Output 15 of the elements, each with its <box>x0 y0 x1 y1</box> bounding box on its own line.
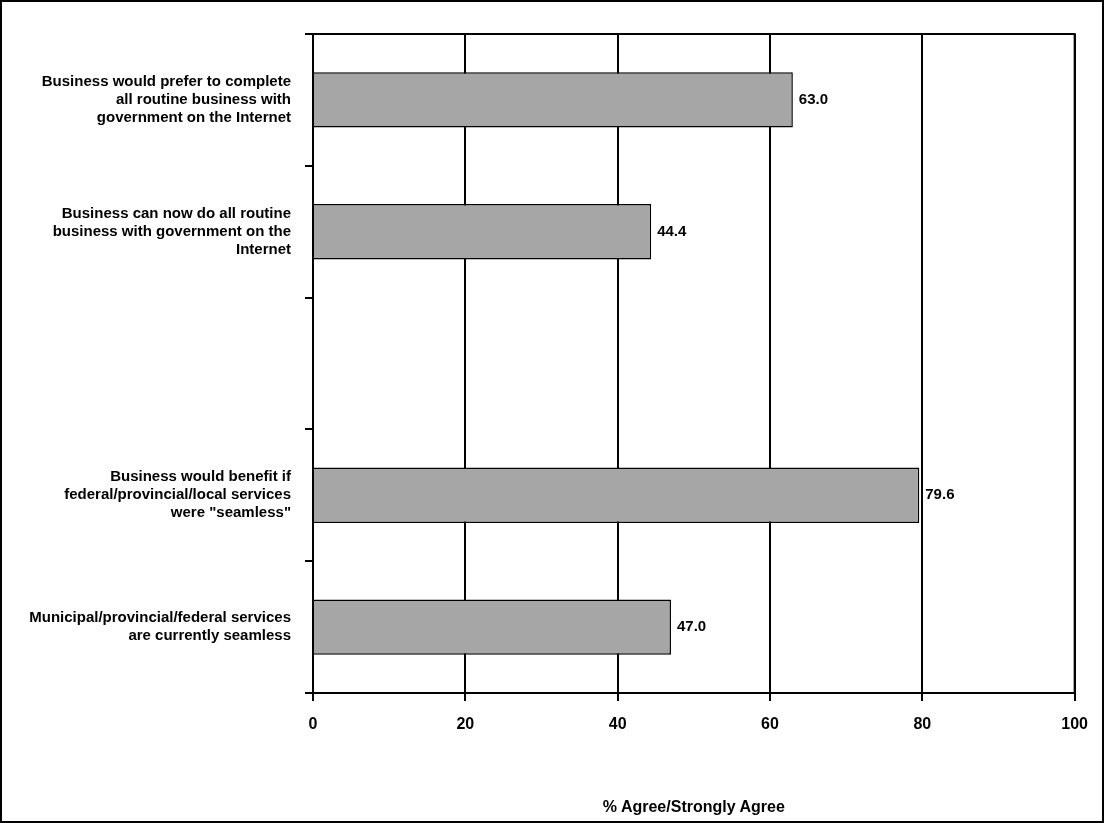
data-label: 44.4 <box>657 221 688 239</box>
x-tick-label: 0 <box>308 715 318 733</box>
y-tick-label: Business can now do all routine business with government on the Internet <box>52 203 291 257</box>
x-axis-title: % Agree/Strongly Agree <box>602 797 785 815</box>
x-tick-label: 60 <box>761 715 779 733</box>
x-tick-label: 80 <box>913 715 932 733</box>
data-label: 79.6 <box>925 485 955 503</box>
data-label: 47.0 <box>676 617 707 635</box>
y-tick-label: Business would prefer to complete all routine business with government on the Internet <box>41 72 291 126</box>
data-label: 63.0 <box>798 90 829 108</box>
x-tick-label: 20 <box>456 715 475 733</box>
y-tick-label: Business would benefit if federal/provincial/local services were "seamless" <box>64 467 292 521</box>
x-tick-label: 40 <box>608 715 627 733</box>
x-tick-label: 100 <box>1061 715 1089 733</box>
y-tick-label: Municipal/provincial/federal services are currently seamless <box>29 608 291 644</box>
